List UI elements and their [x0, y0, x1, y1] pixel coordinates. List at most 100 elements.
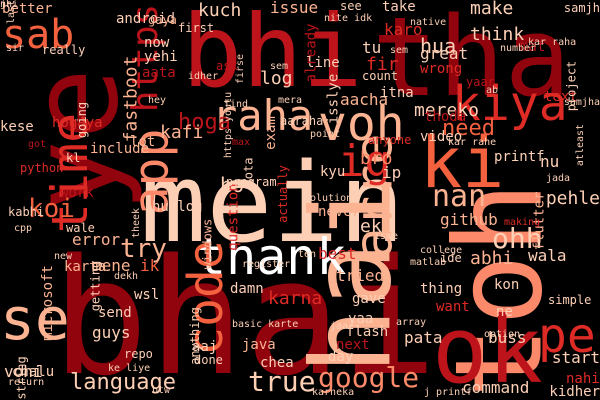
word-firse: firse	[235, 53, 247, 85]
word-start: start	[551, 348, 600, 367]
word-mene: mene	[92, 256, 131, 275]
word-ki: ki	[420, 122, 505, 204]
word-bro: bro	[360, 148, 393, 169]
word-thing: thing	[420, 281, 463, 297]
word-pata: pata	[404, 328, 443, 347]
word-isme: isme	[374, 231, 399, 242]
word-mera: mera	[278, 95, 303, 106]
word-ask: ask	[216, 59, 238, 73]
word-first: first	[178, 21, 215, 35]
word-sem: sem	[270, 61, 289, 72]
word-take: take	[382, 0, 416, 15]
word-aacha: aacha	[340, 90, 389, 109]
word-mat: mat	[520, 39, 546, 55]
word-ip: ip	[382, 163, 402, 182]
word-hogaya: hogaya	[52, 115, 103, 131]
word-sab: sab	[2, 12, 75, 58]
word-ig: ig	[338, 136, 391, 187]
word-ne: ne	[496, 304, 513, 320]
word-gaya: gaya	[148, 13, 177, 27]
word-ab: ab	[486, 85, 499, 96]
word-karna: karna	[268, 288, 323, 309]
word-koi: koi	[28, 194, 75, 224]
word-bhi: bhi	[182, 0, 363, 110]
word-ide: ide	[440, 251, 462, 265]
word-video: video	[420, 129, 463, 145]
word-make: make	[470, 0, 514, 19]
word-mereko: mereko	[414, 100, 480, 121]
word-damn: damn	[230, 281, 264, 297]
word-basic-karte: basic karte	[232, 319, 299, 330]
word-best: best	[318, 244, 357, 263]
word-kyu: kyu	[320, 164, 346, 180]
word-now: now	[144, 35, 170, 51]
word-never: never	[318, 204, 361, 220]
word-got: got	[28, 139, 47, 150]
word-wrong: wrong	[420, 61, 463, 77]
word-array: array	[396, 317, 427, 328]
word-see: see	[340, 0, 362, 13]
word-issue: issue	[270, 0, 319, 17]
word-simple: simple	[548, 293, 592, 307]
word-nan: nan	[432, 179, 487, 214]
word-kuch: kuch	[198, 0, 242, 21]
word-guys: guys	[92, 323, 131, 342]
word-tu: tu	[362, 38, 382, 57]
word-kese: kese	[0, 119, 34, 135]
word-j-printf: j printf	[424, 387, 473, 398]
word-need: need	[442, 116, 495, 141]
word-theek: theek	[131, 207, 143, 239]
word-ten: ten	[298, 249, 317, 260]
word-kabhi: kabhi	[8, 205, 45, 219]
word-sir: sir	[6, 43, 25, 54]
word-bhai: bhai	[52, 224, 438, 400]
word-cpp: cpp	[14, 223, 33, 234]
word-humlog: humlog	[152, 199, 203, 215]
word-jaa: jaa	[330, 321, 349, 332]
word-tried: tried	[336, 266, 385, 285]
word-ho: ho	[220, 173, 245, 197]
word-next: next	[336, 337, 370, 353]
word-android: android	[116, 11, 176, 27]
word-nhi: nhi	[0, 0, 19, 10]
word-really: really	[42, 43, 86, 57]
word-hoga: hoga	[178, 110, 231, 135]
word-hey: hey	[148, 95, 167, 106]
word-program: program	[226, 175, 277, 189]
word-flash: flash	[346, 324, 389, 340]
word-mein: mein	[140, 139, 405, 267]
word-fir: fir	[366, 54, 399, 75]
word-want: want	[436, 299, 470, 315]
word-ke-liye: ke liye	[108, 363, 151, 374]
word-college: college	[420, 245, 463, 256]
word-new: new	[54, 251, 73, 262]
word-nu: nu	[540, 152, 560, 171]
word-going: going	[75, 101, 90, 139]
word-aata: aata	[142, 65, 176, 81]
word-karo: karo	[384, 20, 423, 39]
word-nahi: nahi	[566, 371, 600, 387]
word-day: day	[328, 349, 354, 365]
word-ik: ik	[140, 256, 160, 275]
word-number: number	[500, 43, 537, 54]
word-include: include	[90, 141, 150, 157]
word-yaa: yaa	[348, 311, 374, 327]
word-java: java	[242, 337, 276, 353]
word-sem: sem	[390, 45, 409, 56]
word-ohh: ohh	[492, 222, 543, 255]
word-great: great	[420, 44, 469, 63]
word-ek: ek	[360, 216, 382, 237]
word-log: log	[260, 68, 293, 89]
word-abhi: abhi	[470, 248, 514, 269]
word-karneka: karneka	[312, 387, 355, 398]
word-register: register	[242, 259, 291, 270]
word-option: option	[484, 329, 521, 340]
word-thoda: thoda	[424, 109, 467, 125]
word-line: line	[306, 55, 340, 71]
word-kidher: kidher	[549, 384, 600, 400]
word-raha: raha	[212, 91, 314, 140]
word-itna: itna	[380, 85, 414, 101]
word-work: work	[60, 185, 94, 201]
word-kar-rahe: kar rahe	[448, 137, 497, 148]
